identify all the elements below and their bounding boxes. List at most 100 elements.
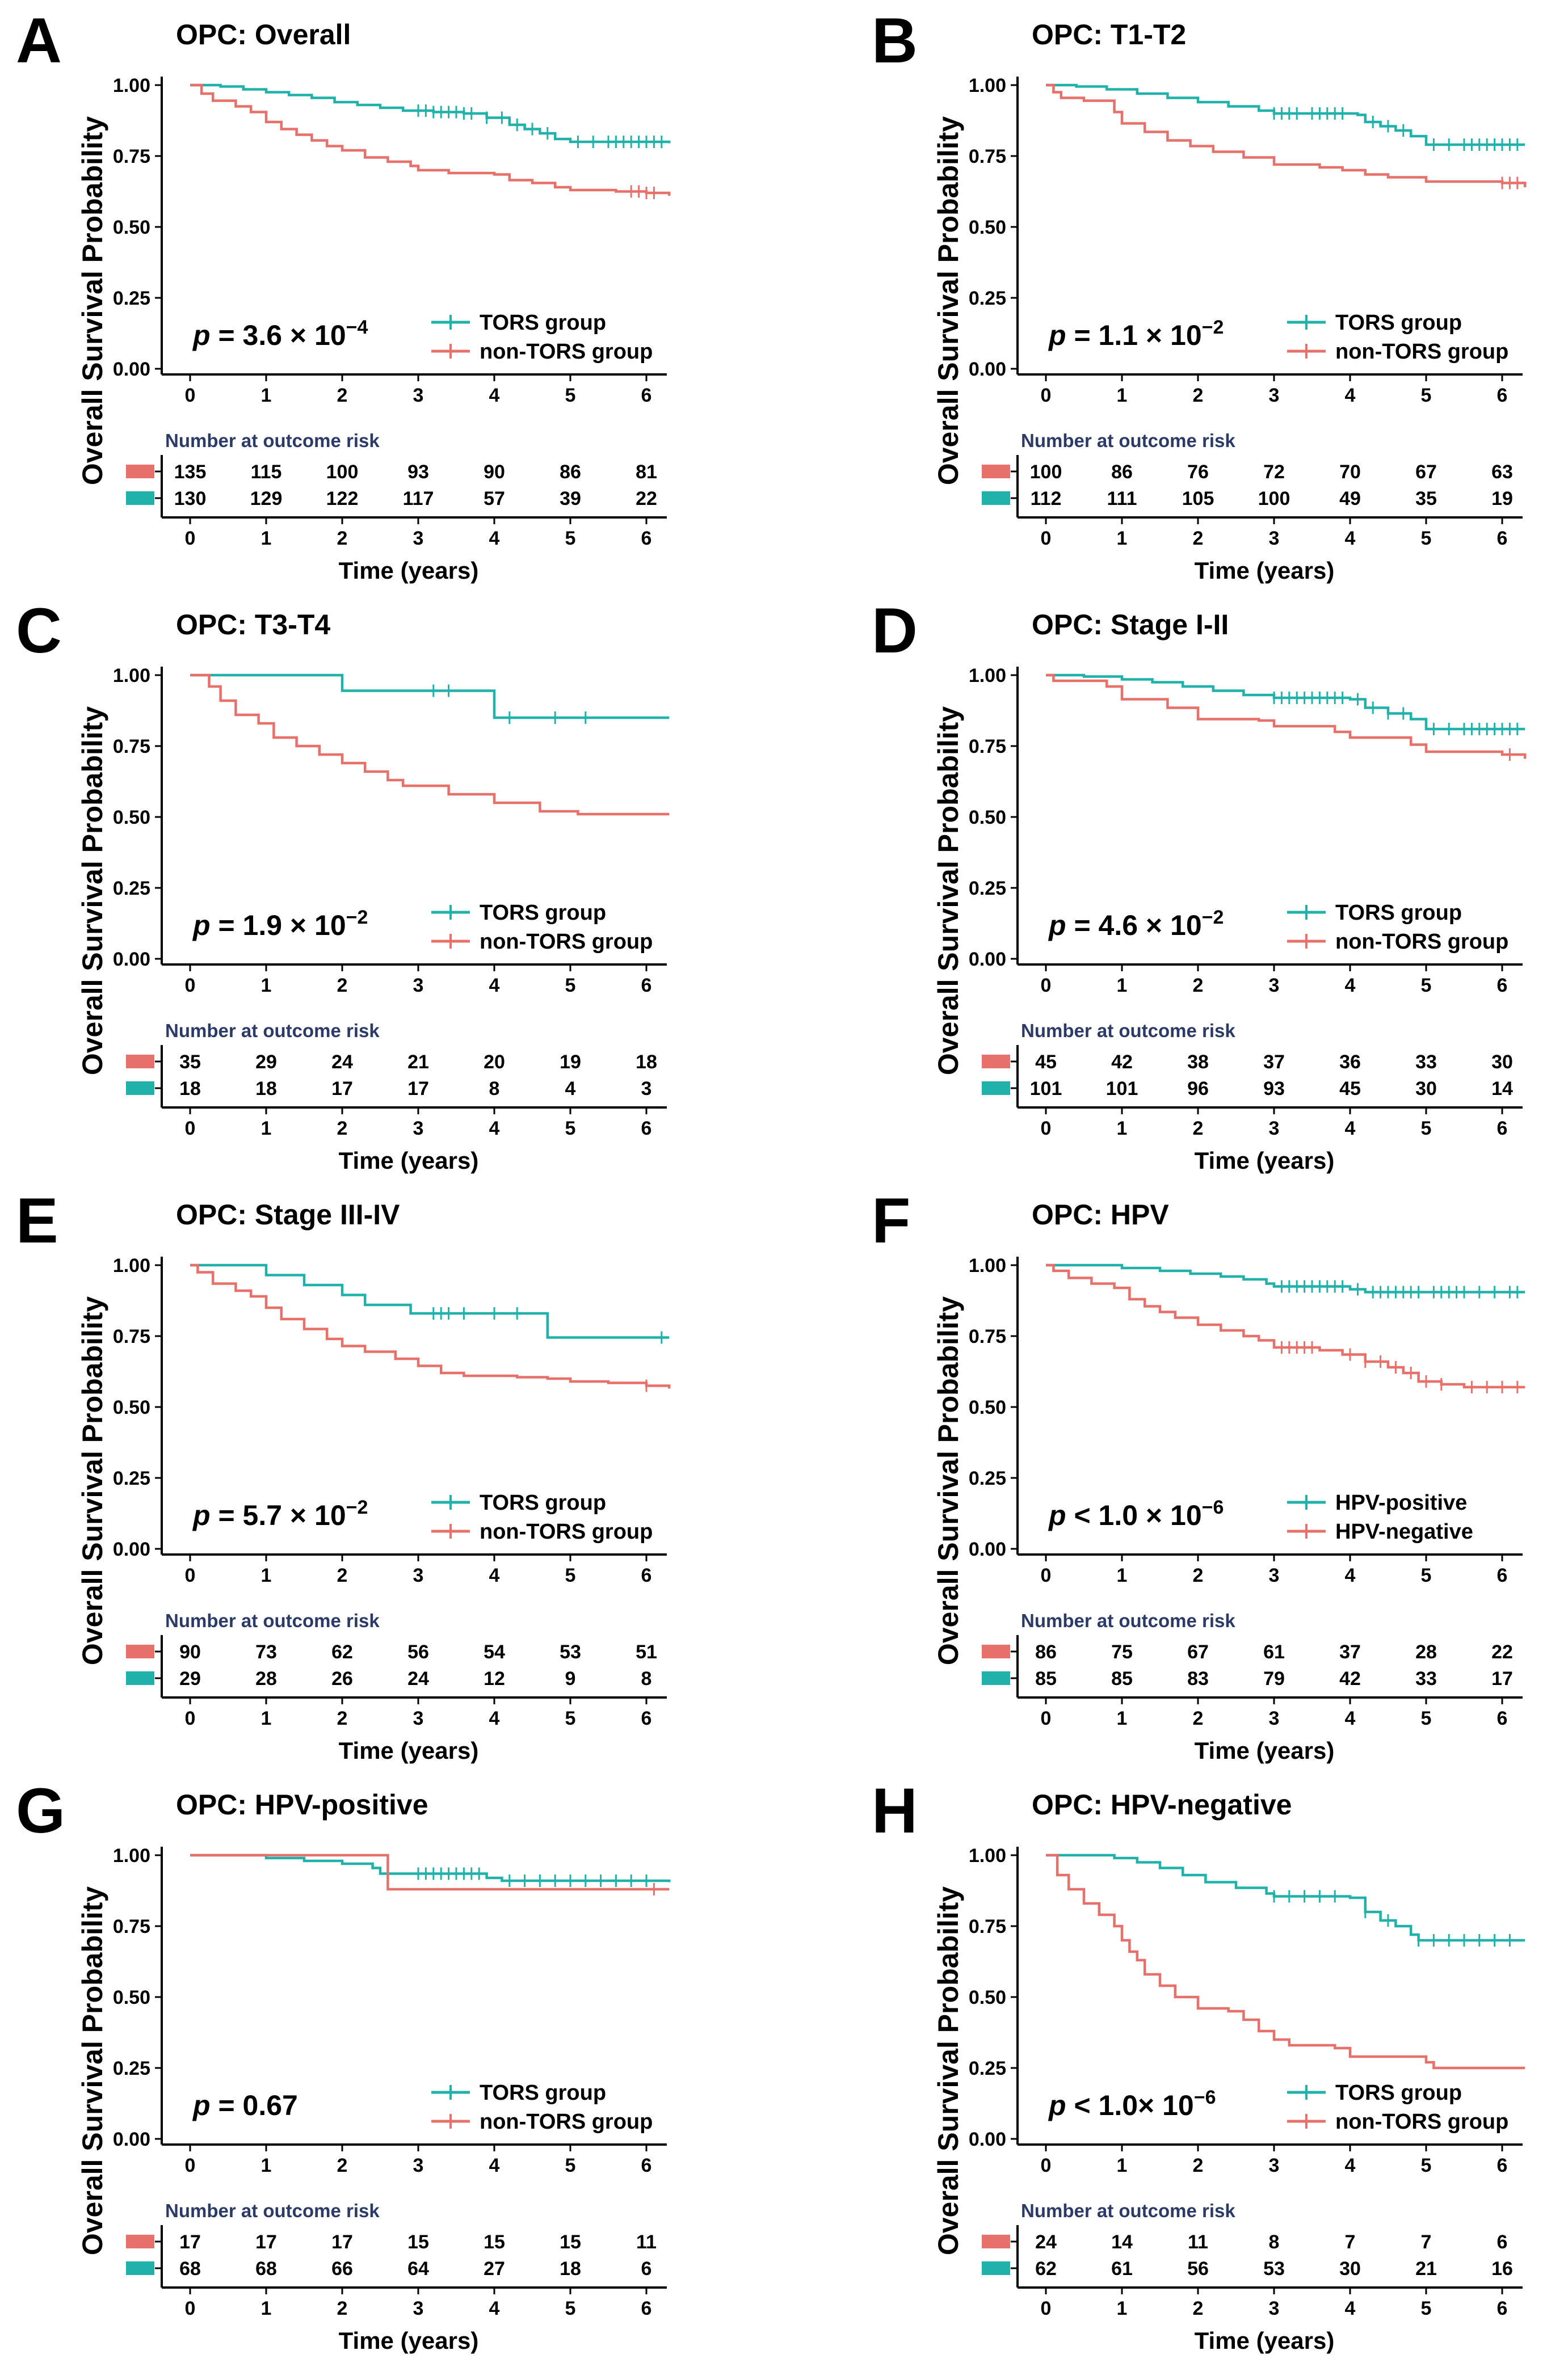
panel-title: OPC: Overall [176,19,351,50]
risk-x-tick-label: 2 [337,1708,348,1729]
panel-letter: D [872,595,918,666]
x-tick-label: 1 [261,2155,272,2176]
x-axis-label: Time (years) [339,1737,479,1764]
legend-label: non-TORS group [480,1520,653,1544]
risk-x-tick-label: 1 [261,2298,272,2319]
legend-label: non-TORS group [1335,340,1508,364]
risk-count-red: 20 [484,1051,505,1073]
panel-letter: E [16,1185,58,1256]
risk-count-red: 61 [1263,1641,1285,1663]
x-axis-label: Time (years) [1195,1737,1335,1764]
risk-x-tick-label: 5 [565,528,576,549]
x-tick-label: 6 [1497,385,1508,406]
y-tick-label: 1.00 [969,1845,1006,1867]
risk-count-teal: 49 [1339,488,1361,509]
risk-count-teal: 30 [1415,1078,1437,1100]
risk-count-red: 100 [1030,461,1062,483]
risk-x-tick-label: 3 [413,1708,424,1729]
risk-count-teal: 12 [484,1668,505,1690]
risk-x-tick-label: 3 [413,2298,424,2319]
risk-count-teal: 85 [1111,1668,1133,1690]
risk-count-teal: 64 [407,2258,429,2280]
x-tick-label: 4 [1345,1565,1356,1586]
risk-table-title: Number at outcome risk [165,430,380,451]
survival-line-teal [1046,83,1525,146]
p-value-text: = 1.1 × 10 [1066,319,1202,351]
risk-x-tick-label: 0 [1041,2298,1052,2319]
risk-x-tick-label: 5 [565,1708,576,1729]
risk-x-tick-label: 1 [1117,528,1128,549]
risk-x-tick-label: 5 [565,1118,576,1139]
risk-x-tick-label: 0 [1041,1118,1052,1139]
risk-table-title: Number at outcome risk [165,2200,380,2221]
x-tick-label: 2 [1193,2155,1204,2176]
p-value: p = 0.67 [192,2090,298,2121]
y-tick-label: 0.00 [113,359,150,380]
risk-count-red: 56 [407,1641,429,1663]
y-tick-label: 0.50 [113,217,150,238]
x-tick-label: 3 [1269,975,1280,996]
risk-row-swatch-teal [126,491,154,505]
p-value-exponent: −2 [1202,907,1224,928]
y-tick-label: 0.25 [113,878,150,899]
risk-count-red: 22 [1491,1641,1513,1663]
panel-title: OPC: T1-T2 [1032,19,1186,50]
p-value: p = 5.7 × 10−2 [192,1497,368,1531]
risk-count-red: 17 [331,2231,353,2253]
risk-row-swatch-red [982,465,1010,478]
risk-row-swatch-teal [982,491,1010,505]
panel-f: F OPC: HPV Overall Survival Probability1.0… [872,1185,1525,1764]
risk-count-teal: 17 [407,1078,429,1100]
risk-table-title: Number at outcome risk [1021,2200,1235,2221]
risk-x-tick-label: 1 [261,1118,272,1139]
x-tick-label: 4 [489,975,500,996]
risk-x-tick-label: 2 [1193,1118,1204,1139]
x-tick-label: 5 [565,975,576,996]
x-axis-label: Time (years) [339,557,479,584]
risk-row-swatch-teal [982,2261,1010,2275]
risk-x-tick-label: 6 [641,1708,652,1729]
risk-count-teal: 45 [1339,1078,1361,1100]
risk-x-tick-label: 0 [185,1708,196,1729]
risk-count-teal: 101 [1030,1078,1062,1100]
risk-count-red: 75 [1111,1641,1133,1663]
risk-x-tick-label: 1 [1117,1708,1128,1729]
risk-count-red: 17 [255,2231,277,2253]
risk-count-red: 42 [1111,1051,1133,1073]
risk-count-red: 24 [1035,2231,1057,2253]
y-axis-label: Overall Survival Probability [932,116,964,485]
risk-count-teal: 68 [255,2258,277,2280]
risk-count-teal: 28 [255,1668,277,1690]
x-tick-label: 0 [1041,2155,1052,2176]
risk-x-tick-label: 2 [337,2298,348,2319]
risk-x-tick-label: 1 [1117,1118,1128,1139]
risk-row-swatch-red [982,1055,1010,1068]
x-tick-label: 6 [641,975,652,996]
y-axis-label: Overall Survival Probability [932,1886,964,2255]
risk-x-tick-label: 0 [1041,1708,1052,1729]
risk-count-red: 53 [560,1641,581,1663]
x-tick-label: 4 [1345,385,1356,406]
x-tick-label: 0 [1041,975,1052,996]
legend-label: TORS group [1335,311,1462,335]
p-value: p < 1.0× 10−6 [1048,2087,1216,2121]
risk-count-red: 115 [251,461,282,483]
legend-label: non-TORS group [480,930,653,954]
x-tick-label: 5 [1421,975,1432,996]
risk-count-red: 29 [255,1051,277,1073]
risk-row-swatch-red [126,1055,154,1068]
risk-row-swatch-teal [982,1671,1010,1685]
risk-x-tick-label: 6 [1497,1708,1508,1729]
risk-row-swatch-red [126,1645,154,1658]
risk-count-red: 38 [1187,1051,1209,1073]
x-tick-label: 2 [337,975,348,996]
risk-table-title: Number at outcome risk [1021,1610,1235,1631]
x-tick-label: 4 [489,385,500,406]
risk-count-teal: 22 [636,488,657,509]
risk-x-tick-label: 0 [185,528,196,549]
risk-table-title: Number at outcome risk [165,1020,380,1041]
risk-count-teal: 111 [1107,488,1137,509]
p-value: p = 3.6 × 10−4 [192,317,368,351]
risk-x-tick-label: 6 [1497,528,1508,549]
